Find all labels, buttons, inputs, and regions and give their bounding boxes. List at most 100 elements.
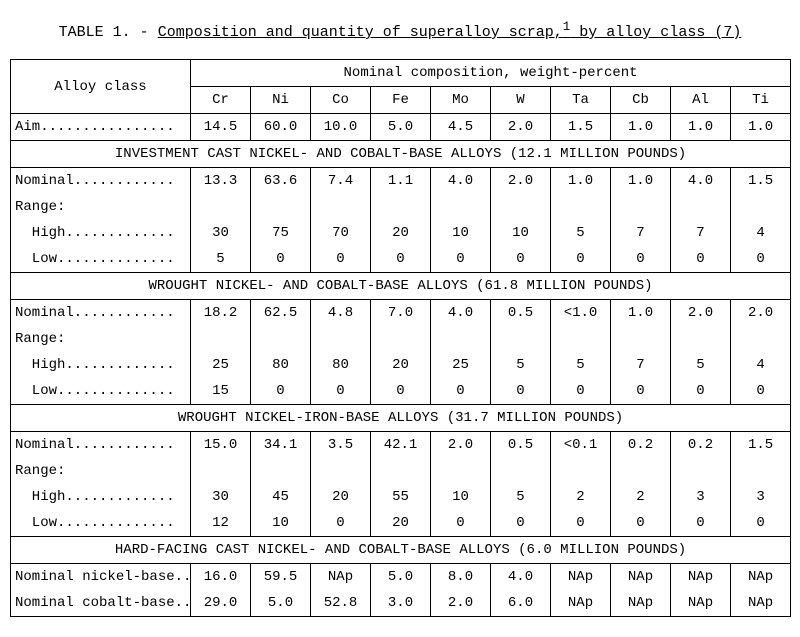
table-cell: 52.8 [311, 590, 371, 617]
table-cell [251, 458, 311, 484]
table-cell: 13.3 [191, 168, 251, 195]
table-cell: 29.0 [191, 590, 251, 617]
table-cell [611, 458, 671, 484]
row-label: Nominal............ [11, 168, 191, 195]
table-cell: 0.5 [491, 300, 551, 327]
row-label: Nominal............ [11, 432, 191, 459]
table-cell: 25 [191, 352, 251, 378]
table-cell: <1.0 [551, 300, 611, 327]
table-cell [671, 194, 731, 220]
table-cell: 30 [191, 220, 251, 246]
table-cell: 3.0 [371, 590, 431, 617]
table-cell: 0 [311, 510, 371, 537]
table-cell: 5 [551, 352, 611, 378]
table-cell: 5 [191, 246, 251, 273]
table-cell: 10 [491, 220, 551, 246]
table-cell [731, 194, 791, 220]
title-main: Composition and quantity of superalloy s… [158, 24, 563, 41]
table-cell: NAp [311, 564, 371, 591]
table-cell [191, 458, 251, 484]
table-cell: 45 [251, 484, 311, 510]
table-cell: 1.5 [731, 432, 791, 459]
table-cell: 20 [371, 220, 431, 246]
table-cell: 0 [611, 378, 671, 405]
table-cell: 42.1 [371, 432, 431, 459]
row-label: High............. [11, 220, 191, 246]
table-cell: 0 [491, 378, 551, 405]
row-label: Range: [11, 326, 191, 352]
table-cell: <0.1 [551, 432, 611, 459]
table-cell [611, 326, 671, 352]
table-cell: 16.0 [191, 564, 251, 591]
table-cell: NAp [731, 564, 791, 591]
table-cell [311, 326, 371, 352]
table-cell: 0 [251, 378, 311, 405]
table-cell [551, 194, 611, 220]
table-cell: 1.0 [611, 114, 671, 141]
table-cell: 75 [251, 220, 311, 246]
table-cell: 15.0 [191, 432, 251, 459]
table-cell: 0 [551, 378, 611, 405]
section-heading: WROUGHT NICKEL- AND COBALT-BASE ALLOYS (… [11, 273, 791, 300]
table-cell: 20 [371, 352, 431, 378]
table-cell: 25 [431, 352, 491, 378]
table-cell: 0 [431, 510, 491, 537]
table-cell: 0.2 [611, 432, 671, 459]
table-cell: 20 [371, 510, 431, 537]
table-cell: 1.0 [731, 114, 791, 141]
table-cell: 0 [431, 246, 491, 273]
table-cell: NAp [671, 564, 731, 591]
table-cell [731, 458, 791, 484]
table-cell: 2.0 [431, 432, 491, 459]
table-cell: 5.0 [371, 564, 431, 591]
table-cell [431, 326, 491, 352]
table-cell: 1.0 [611, 300, 671, 327]
section-heading: INVESTMENT CAST NICKEL- AND COBALT-BASE … [11, 141, 791, 168]
row-label: Low.............. [11, 378, 191, 405]
table-cell: 5 [551, 220, 611, 246]
section-heading: WROUGHT NICKEL-IRON-BASE ALLOYS (31.7 MI… [11, 405, 791, 432]
row-label: Range: [11, 194, 191, 220]
table-cell: 1.0 [551, 168, 611, 195]
table-cell [671, 326, 731, 352]
table-cell [611, 194, 671, 220]
title-tail: by alloy class (7) [570, 24, 741, 41]
table-cell [431, 194, 491, 220]
table-cell: 0 [311, 246, 371, 273]
header-element: Mo [431, 87, 491, 114]
table-cell: 0 [431, 378, 491, 405]
header-nominal-comp: Nominal composition, weight-percent [191, 60, 791, 87]
table-cell: 0 [551, 246, 611, 273]
table-cell: 2.0 [431, 590, 491, 617]
row-label: High............. [11, 352, 191, 378]
table-cell [251, 194, 311, 220]
table-cell: 80 [251, 352, 311, 378]
table-cell: 14.5 [191, 114, 251, 141]
table-cell: 2 [551, 484, 611, 510]
table-cell: 4.0 [431, 168, 491, 195]
row-label: Low.............. [11, 246, 191, 273]
table-cell: 1.1 [371, 168, 431, 195]
table-cell: 62.5 [251, 300, 311, 327]
table-cell: 5 [491, 484, 551, 510]
header-element: Fe [371, 87, 431, 114]
table-cell: 34.1 [251, 432, 311, 459]
table-cell: 0 [611, 246, 671, 273]
table-cell [431, 458, 491, 484]
row-label-aim: Aim................ [11, 114, 191, 141]
header-element: Cr [191, 87, 251, 114]
table-cell: 0 [671, 246, 731, 273]
header-element: Ni [251, 87, 311, 114]
header-alloy-class: Alloy class [11, 60, 191, 114]
table-cell: 7 [671, 220, 731, 246]
row-label: Nominal nickel-base.. [11, 564, 191, 591]
table-cell: 4 [731, 220, 791, 246]
table-cell: 0 [371, 378, 431, 405]
table-cell: 0.2 [671, 432, 731, 459]
table-cell: 18.2 [191, 300, 251, 327]
table-cell: 6.0 [491, 590, 551, 617]
table-cell: 10 [251, 510, 311, 537]
header-element: Ti [731, 87, 791, 114]
table-cell: 7 [611, 352, 671, 378]
table-cell: 4.0 [671, 168, 731, 195]
